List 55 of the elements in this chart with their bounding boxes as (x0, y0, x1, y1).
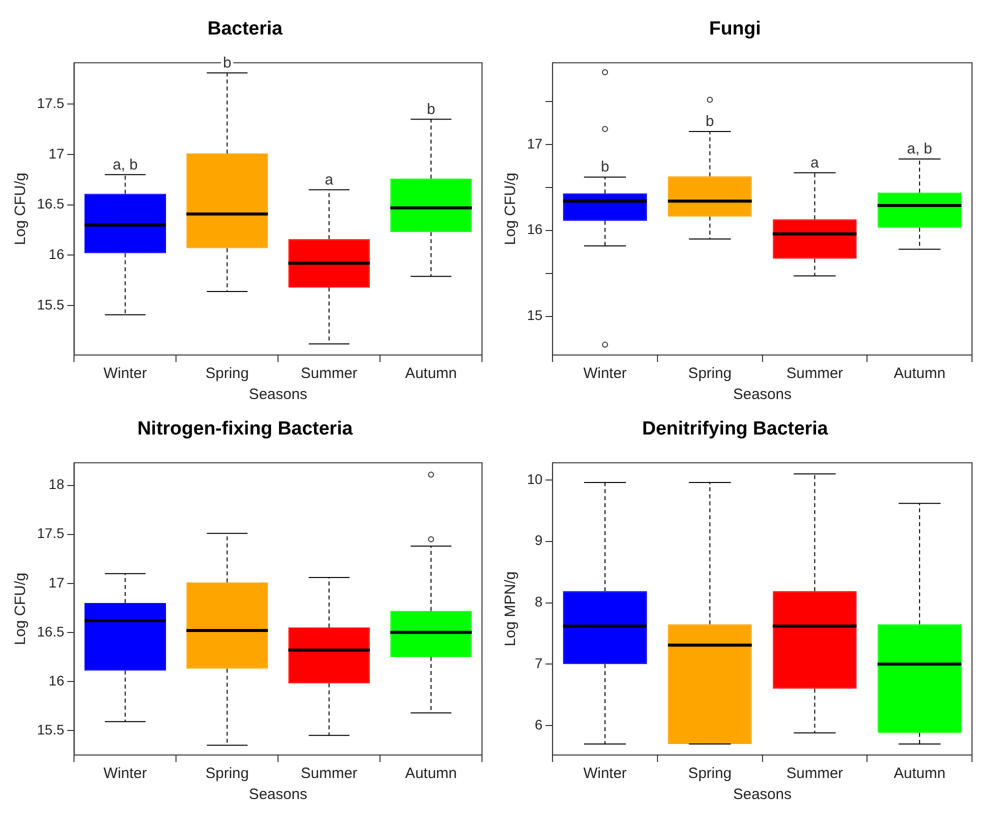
x-tick-label: Spring (205, 765, 249, 782)
chart-title: Denitrifying Bacteria (642, 418, 828, 440)
y-tick-label: 8 (534, 594, 543, 610)
y-tick-label: 9 (534, 532, 543, 548)
chart-title: Nitrogen-fixing Bacteria (137, 418, 354, 440)
x-tick-label: Summer (300, 765, 358, 782)
y-axis-title: Log CFU/g (502, 172, 520, 246)
annotation: a, b (907, 140, 932, 158)
annotation: a, b (112, 156, 138, 174)
annotation: a (324, 171, 334, 188)
y-tick-label: 7 (534, 655, 543, 672)
x-tick-label: Summer (786, 765, 844, 782)
annotation: a (810, 154, 820, 172)
x-tick-label: Winter (104, 365, 147, 382)
y-tick-label: 17 (526, 135, 543, 152)
y-tick-label: 17.5 (37, 94, 64, 111)
x-tick-label: Autumn (405, 765, 457, 782)
annotation: b (706, 113, 714, 130)
y-tick-label: 17 (48, 574, 64, 590)
x-tick-label: Spring (205, 365, 249, 382)
x-tick-label: Autumn (405, 365, 457, 382)
y-tick-label: 17 (48, 145, 64, 162)
y-tick-label: 10 (526, 470, 543, 487)
x-tick-label: Winter (583, 765, 627, 782)
x-tick-label: Winter (104, 765, 147, 782)
chart-title: Bacteria (208, 18, 283, 40)
x-axis-title: Seasons (248, 386, 308, 404)
y-axis-title: Log CFU/g (12, 172, 30, 246)
y-tick-label: 17.5 (37, 525, 64, 542)
x-axis-title: Seasons (248, 786, 308, 804)
chart-title: Fungi (709, 18, 761, 40)
y-tick-label: 16 (48, 672, 64, 688)
x-axis-title: Seasons (733, 386, 792, 404)
x-tick-label: Summer (786, 365, 844, 382)
x-tick-label: Winter (583, 365, 627, 382)
y-tick-label: 6 (534, 716, 543, 732)
x-axis-title: Seasons (733, 786, 792, 804)
y-tick-label: 16.5 (37, 196, 64, 212)
annotation: b (222, 54, 232, 72)
y-tick-label: 16 (48, 246, 64, 262)
x-tick-label: Summer (300, 365, 358, 382)
x-tick-label: Spring (688, 365, 732, 382)
y-tick-label: 15.5 (37, 721, 64, 738)
x-tick-label: Spring (688, 765, 732, 782)
y-tick-label: 15 (526, 307, 543, 324)
annotation: b (426, 100, 436, 118)
y-tick-label: 15.5 (37, 296, 64, 312)
x-tick-label: Autumn (894, 365, 946, 382)
x-tick-label: Autumn (894, 765, 946, 782)
annotation: b (600, 158, 610, 176)
y-tick-label: 18 (48, 476, 64, 492)
y-tick-label: 16 (526, 221, 543, 238)
y-axis-title: Log MPN/g (502, 571, 520, 646)
y-axis-title: Log CFU/g (12, 572, 30, 646)
y-tick-label: 16.5 (37, 623, 64, 640)
